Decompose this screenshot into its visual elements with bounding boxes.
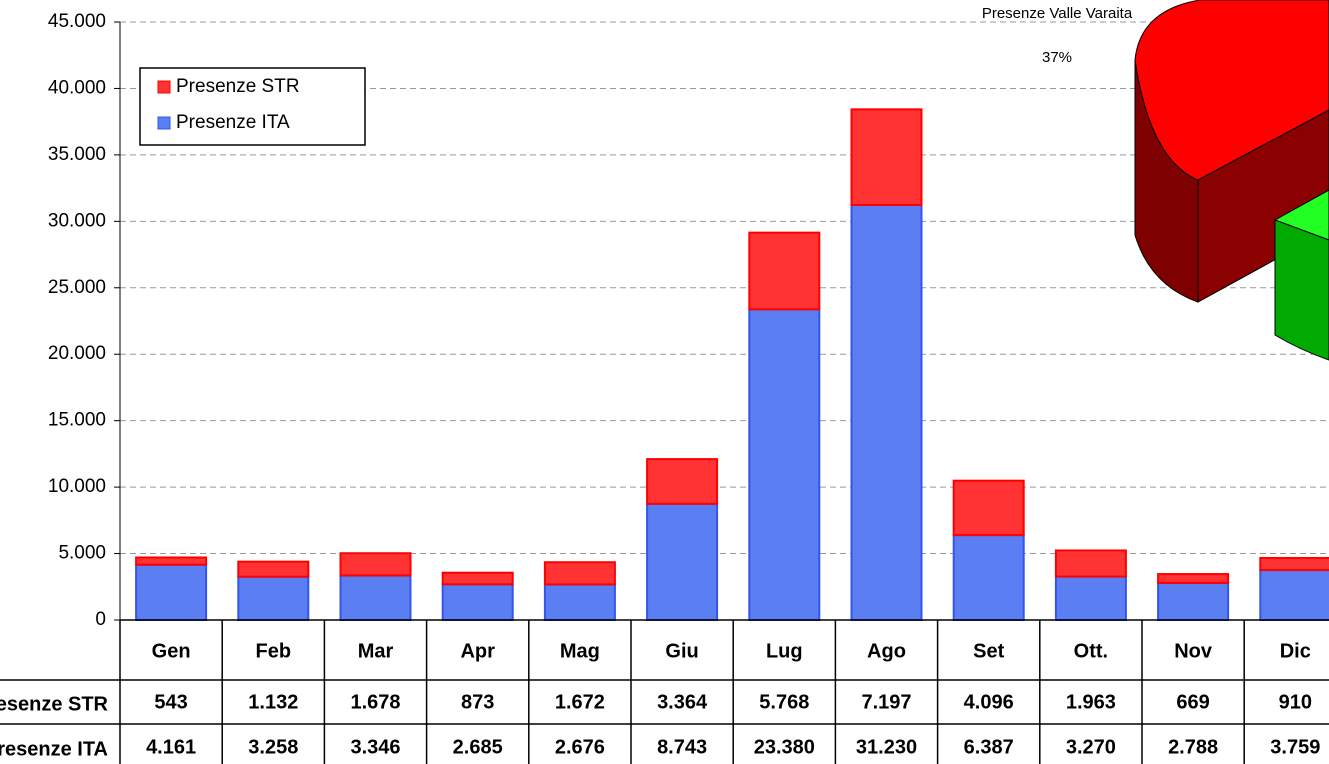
bar: [646, 458, 719, 505]
x-tick-label: Set: [973, 640, 1004, 662]
pie-label: Presenze Valle Varaita: [982, 5, 1133, 22]
bar: [748, 308, 821, 621]
bar: [952, 479, 1025, 537]
data-label: 23.380: [754, 736, 815, 758]
data-label: 2.788: [1168, 736, 1218, 758]
data-label: 8.743: [657, 736, 707, 758]
bar: [952, 534, 1025, 621]
data-label: 669: [1176, 691, 1209, 713]
data-label: 2.676: [555, 736, 605, 758]
x-tick-label: Ago: [867, 640, 906, 662]
x-tick-label: Dic: [1280, 640, 1311, 662]
data-label: 910: [1279, 691, 1312, 713]
y-tick-label: 25.000: [48, 277, 106, 298]
data-label: 1.672: [555, 691, 605, 713]
x-tick-label: Feb: [256, 640, 292, 662]
bar: [543, 561, 616, 586]
bar: [339, 552, 412, 577]
bar: [1157, 581, 1230, 621]
data-label: 543: [154, 691, 187, 713]
legend-label: Presenze STR: [176, 76, 300, 97]
bar: [850, 108, 923, 206]
data-label: 1.963: [1066, 691, 1116, 713]
x-tick-label: Ott.: [1074, 640, 1108, 662]
bar: [543, 583, 616, 621]
data-label: 31.230: [856, 736, 917, 758]
y-tick-label: 40.000: [48, 77, 106, 98]
x-tick-label: Nov: [1174, 640, 1213, 662]
bar: [850, 203, 923, 621]
pie-slice: [1134, 0, 1329, 181]
y-tick-label: 5.000: [58, 543, 106, 564]
legend-swatch: [157, 80, 171, 94]
bar: [237, 560, 310, 578]
data-label: 3.364: [657, 691, 708, 713]
data-label: 6.387: [964, 736, 1014, 758]
data-label: 2.685: [453, 736, 503, 758]
x-tick-label: Gen: [152, 640, 191, 662]
data-label: 1.132: [248, 691, 298, 713]
y-tick-label: 10.000: [48, 476, 106, 497]
data-label: 1.678: [350, 691, 400, 713]
bar: [748, 231, 821, 311]
x-tick-label: Lug: [766, 640, 803, 662]
bar: [646, 502, 719, 621]
bar: [1157, 573, 1230, 584]
bar: [441, 583, 514, 622]
x-tick-label: Mag: [560, 640, 600, 662]
y-tick-label: 35.000: [48, 144, 106, 165]
bar: [339, 574, 412, 622]
bar: [135, 563, 208, 622]
y-tick-label: 0: [95, 609, 106, 630]
bar: [441, 571, 514, 586]
legend-label: Presenze ITA: [176, 112, 290, 133]
data-label: 3.258: [248, 736, 298, 758]
data-label: 5.768: [759, 691, 809, 713]
data-label: 3.346: [350, 736, 400, 758]
x-tick-label: Mar: [358, 640, 394, 662]
data-label: 4.161: [146, 736, 196, 758]
y-tick-label: 20.000: [48, 343, 106, 364]
y-tick-label: 30.000: [48, 210, 106, 231]
x-tick-label: Apr: [460, 640, 495, 662]
bar: [1259, 556, 1329, 572]
data-label: 873: [461, 691, 494, 713]
table-row-header: Presenze STR: [0, 693, 109, 715]
pie-value-label: 37%: [1042, 49, 1072, 66]
data-label: 4.096: [964, 691, 1014, 713]
y-tick-label: 45.000: [48, 11, 106, 32]
data-label: 7.197: [861, 691, 911, 713]
bar: [237, 575, 310, 621]
table-row-header: Presenze ITA: [0, 738, 108, 760]
legend-swatch: [157, 116, 171, 130]
data-label: 3.759: [1270, 736, 1320, 758]
pie-other-side: [1274, 219, 1329, 361]
y-tick-label: 15.000: [48, 410, 106, 431]
bar: [1054, 549, 1127, 578]
data-label: 3.270: [1066, 736, 1116, 758]
x-tick-label: Giu: [665, 640, 698, 662]
bar: [135, 556, 208, 566]
legend-box: [139, 67, 366, 146]
bar: [1054, 575, 1127, 622]
bar: [1259, 569, 1329, 621]
